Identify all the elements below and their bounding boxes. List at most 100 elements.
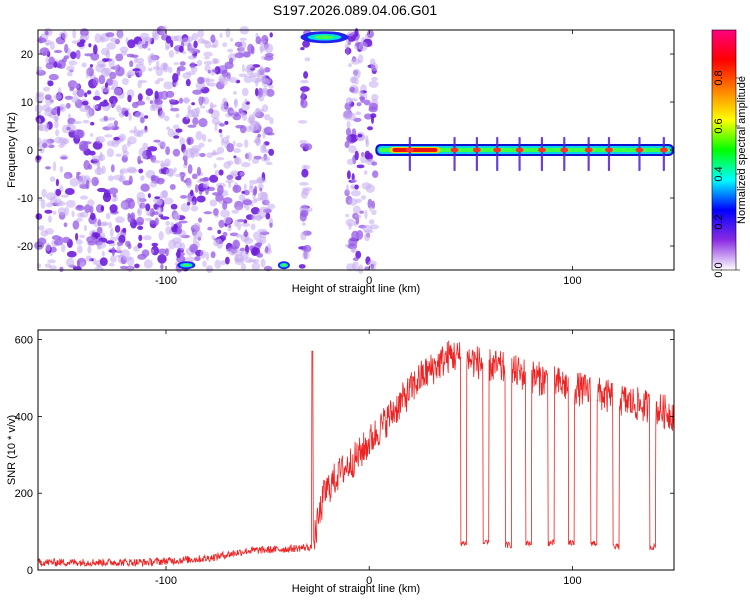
noise-blob [112,193,117,198]
noise-blob [128,199,135,210]
noise-blob [145,203,151,212]
noise-blob [356,102,362,107]
noise-blob [217,229,222,234]
noise-blob [72,28,77,39]
noise-blob [115,53,124,62]
noise-blob [252,64,261,68]
noise-blob [231,209,239,214]
noise-blob [210,34,216,43]
noise-blob [160,263,164,270]
noise-blob [75,49,81,60]
y-tick-label: 600 [15,335,33,347]
noise-blob [167,66,173,74]
noise-blob [44,39,52,46]
signal-peak [537,147,546,153]
noise-blob [216,157,225,161]
noise-blob [83,160,90,170]
noise-blob [203,60,213,66]
colorbar-gradient [711,29,737,271]
noise-blob [355,250,362,259]
noise-blob [207,226,213,231]
noise-blob [173,62,179,66]
noise-blob [239,247,246,252]
noise-blob [358,264,364,274]
noise-blob [347,31,354,37]
noise-blob [61,30,68,40]
noise-blob [72,220,80,230]
noise-blob [256,239,263,244]
noise-blob [256,176,265,185]
noise-blob [178,46,184,53]
noise-blob [363,170,368,175]
noise-blob [44,209,53,214]
noise-blob [107,123,116,129]
noise-blob [187,55,197,60]
noise-blob [136,216,145,225]
noise-blob [35,213,43,220]
noise-blob [345,218,356,227]
noise-blob [250,223,256,230]
noise-blob [183,96,190,104]
noise-blob [165,168,176,177]
noise-blob [107,117,116,121]
noise-blob [234,41,243,47]
noise-blob [257,133,262,138]
noise-blob [214,259,222,269]
noise-blob [367,198,373,209]
noise-blob [109,71,117,80]
noise-blob [44,30,49,36]
noise-blob [81,62,87,68]
noise-blob [224,120,229,125]
noise-blob [126,256,135,267]
noise-blob [255,87,259,97]
noise-blob [79,234,86,239]
noise-blob [301,222,306,226]
noise-blob [194,256,201,262]
noise-blob [190,66,198,73]
noise-blob [371,94,379,101]
noise-blob [248,179,259,185]
noise-blob [90,121,95,126]
noise-blob [214,169,219,177]
noise-blob [186,179,192,189]
noise-blob [227,48,234,53]
noise-blob [370,263,374,270]
noise-blob [69,178,80,187]
noise-blob [108,221,112,229]
noise-blob [109,227,114,238]
figure-title: S197.2026.089.04.06.G01 [273,2,437,18]
noise-blob [38,225,45,231]
noise-blob [194,184,199,193]
noise-blob [255,108,264,112]
noise-blob [104,82,109,89]
noise-blob [98,74,106,85]
noise-blob [154,196,161,200]
noise-blob [354,214,362,219]
noise-blob [40,199,46,209]
noise-blob [89,133,94,137]
noise-blob [243,51,251,58]
noise-blob [199,249,207,259]
noise-blob [199,177,209,182]
noise-blob [149,154,154,161]
noise-blob [269,117,274,125]
signal-peak [584,147,593,153]
noise-blob [193,40,198,49]
noise-blob [264,55,274,61]
x-tick-label: 0 [366,275,372,287]
noise-blob [53,94,62,100]
noise-blob [117,29,124,40]
noise-blob [182,72,192,79]
noise-blob [82,119,90,124]
noise-blob [211,69,218,73]
noise-blob [219,32,223,38]
noise-blob [110,255,117,263]
noise-blob [193,113,200,118]
noise-blob [154,90,159,100]
noise-blob [92,77,99,87]
noise-blob [38,123,43,132]
noise-blob [345,97,353,105]
noise-blob [179,97,183,104]
noise-blob [244,98,248,104]
